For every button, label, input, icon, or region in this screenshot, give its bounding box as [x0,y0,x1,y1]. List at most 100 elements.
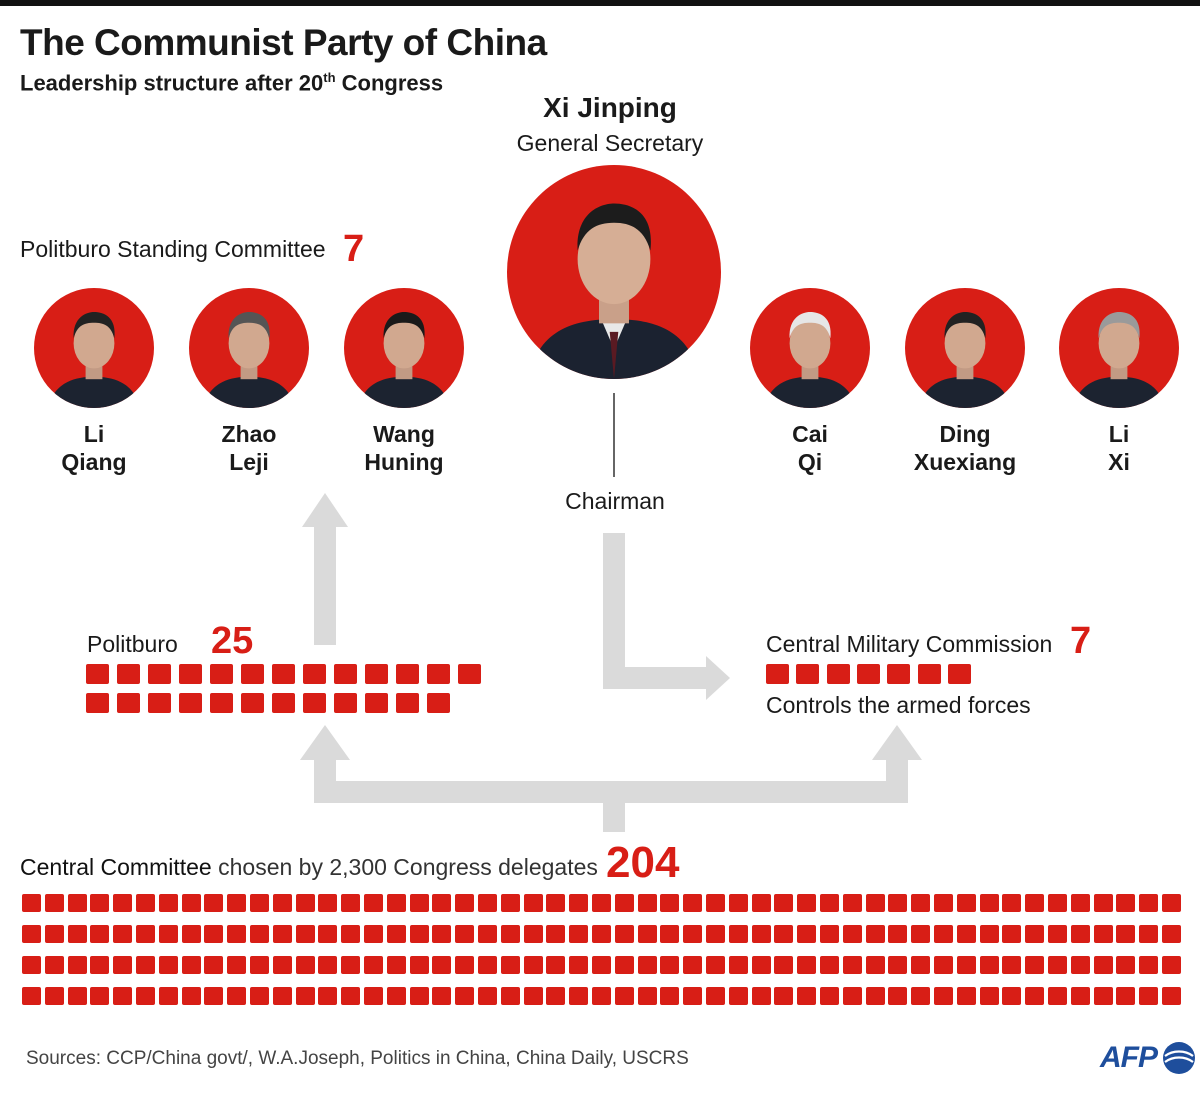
member-square [396,693,419,713]
top-rule [0,0,1200,6]
member-square [364,925,383,943]
member-name: Zhao Leji [174,420,324,476]
member-square [911,987,931,1005]
member-square [44,987,64,1005]
member-square [44,956,64,974]
member-portrait [1059,288,1179,408]
member-square [826,664,850,684]
member-square [637,925,657,943]
member-square [241,693,264,713]
member-square [1139,956,1159,974]
member-square [856,664,880,684]
member-square [250,894,269,912]
member-square [1093,987,1113,1005]
member-last-name: Qiang [61,449,127,475]
member-square [1048,894,1067,912]
member-square [888,956,908,974]
psc-count: 7 [343,228,365,270]
member-square [432,925,452,943]
member-square [1002,925,1022,943]
member-square [796,664,820,684]
member-square [774,925,794,943]
member-square [728,987,748,1005]
member-square [1048,987,1067,1005]
member-square [637,987,657,1005]
member-square [318,956,338,974]
member-square [478,925,497,943]
member-square [1025,956,1045,974]
member-square [341,894,361,912]
page-subtitle: Leadership structure after 20th Congress [20,70,443,96]
member-last-name: Leji [229,449,269,475]
member-square [797,987,817,1005]
member-square [227,956,247,974]
member-square [956,987,976,1005]
member-square [341,956,361,974]
member-square [660,987,680,1005]
member-square [1162,894,1181,912]
member-square [86,664,109,684]
member-square [1070,956,1090,974]
politburo-label: Politburo [87,631,178,657]
subtitle-tail: Congress [335,70,444,96]
member-square [318,925,338,943]
member-name: Li Xi [1044,420,1194,476]
member-square [148,693,171,713]
arrow-head-cmc-up [872,725,922,760]
member-square [614,894,634,912]
member-square [478,956,497,974]
member-square [22,987,41,1005]
member-square [842,987,862,1005]
member-square [136,987,155,1005]
arrow-head-cmc-right [706,656,730,700]
member-square [1093,894,1113,912]
member-square [592,925,611,943]
member-square [295,987,315,1005]
member-square [250,925,269,943]
member-square [409,987,429,1005]
member-square [241,664,264,684]
member-portrait [189,288,309,408]
member-square [683,987,703,1005]
member-square [318,987,338,1005]
member-square [90,956,110,974]
member-square [303,664,326,684]
member-square [1048,925,1067,943]
member-square [934,925,953,943]
member-square [432,894,452,912]
member-square [614,956,634,974]
member-square [797,894,817,912]
member-portrait [344,288,464,408]
member-square [364,956,383,974]
politburo-count: 25 [211,620,254,662]
member-portrait [34,288,154,408]
member-square [1002,894,1022,912]
member-square [842,956,862,974]
member-square [1162,987,1181,1005]
member-square [956,894,976,912]
member-square [500,894,520,912]
member-square [592,987,611,1005]
member-square [90,925,110,943]
member-square [1002,987,1022,1005]
arrow-head-psc [302,493,348,527]
member-square [227,925,247,943]
member-square [1139,987,1159,1005]
central-committee-label: Central Committee chosen by 2,300 Congre… [20,854,598,881]
member-square [683,956,703,974]
portrait-silhouette-icon [358,312,450,408]
member-square [86,693,109,713]
member-portrait [905,288,1025,408]
member-square [797,956,817,974]
member-square [546,987,566,1005]
member-square [303,693,326,713]
member-first-name: Li [1108,421,1130,447]
member-square [67,987,87,1005]
member-square [1162,925,1181,943]
member-square [427,664,450,684]
member-square [500,956,520,974]
member-square [1116,894,1136,912]
subtitle-sup: th [323,70,336,85]
member-square [637,956,657,974]
member-square [979,956,999,974]
